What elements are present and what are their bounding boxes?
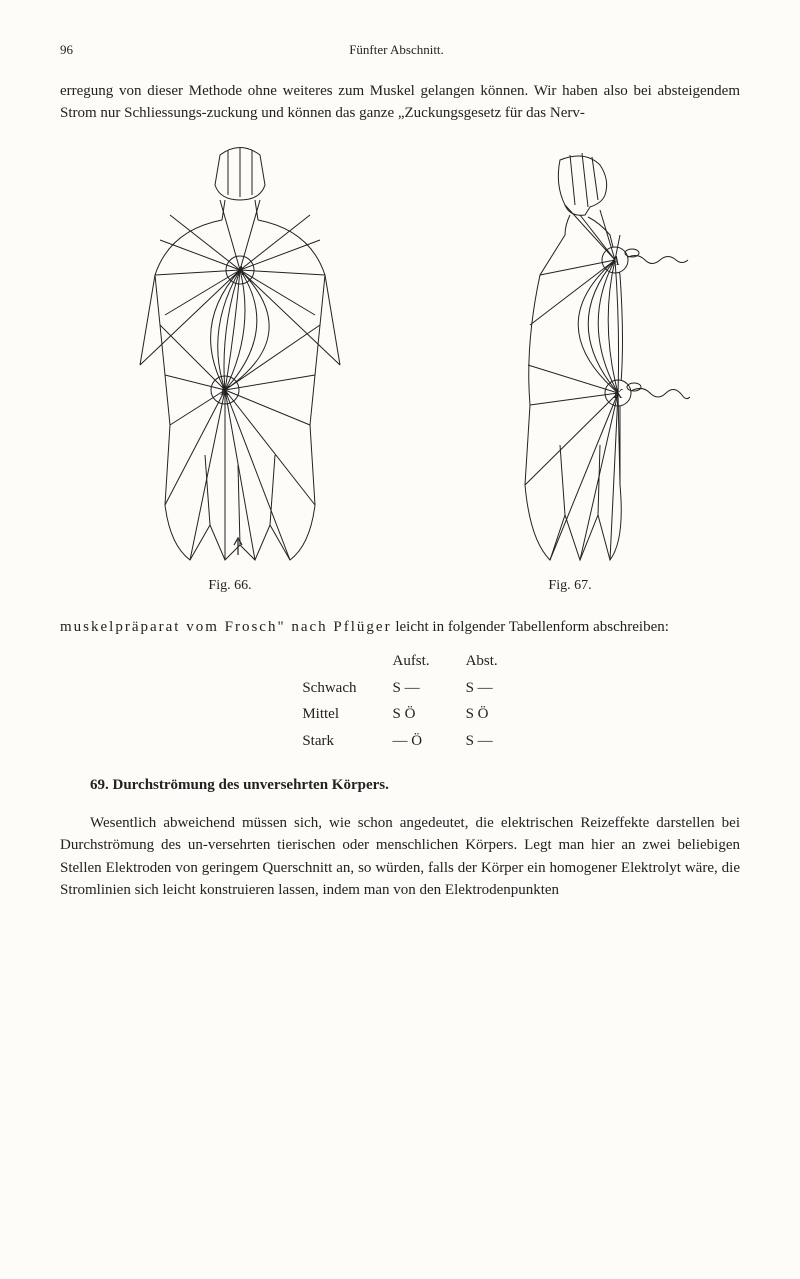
paragraph-1: erregung von dieser Methode ohne weitere…: [60, 80, 740, 125]
figure-captions: Fig. 66. Fig. 67.: [60, 575, 740, 596]
th-abst: Abst.: [448, 648, 516, 675]
paragraph-3: Wesentlich abweichend müssen sich, wie s…: [60, 812, 740, 902]
section-heading: 69. Durchströmung des unversehrten Körpe…: [60, 774, 740, 797]
fig67-caption: Fig. 67.: [548, 575, 591, 596]
page-number: 96: [60, 40, 73, 60]
table-row: Schwach S — S —: [284, 675, 515, 702]
th-blank: [284, 648, 374, 675]
th-aufst: Aufst.: [374, 648, 447, 675]
table-row: Mittel S Ö S Ö: [284, 701, 515, 728]
page-header: 96 Fünfter Abschnitt.: [60, 40, 740, 60]
label-a-2: A: [610, 254, 620, 269]
figure-66: A K: [110, 145, 370, 565]
figures-row: A K: [60, 145, 740, 565]
label-a: A: [235, 264, 245, 279]
figure-67: A K: [470, 145, 690, 565]
paragraph-2: muskelpräparat vom Frosch" nach Pflüger …: [60, 616, 740, 639]
running-head: Fünfter Abschnitt.: [349, 40, 444, 60]
label-k-2: K: [612, 387, 623, 402]
table-row: Stark — Ö S —: [284, 728, 515, 755]
fig66-caption: Fig. 66.: [208, 575, 251, 596]
zuckung-table: Aufst. Abst. Schwach S — S — Mittel S Ö …: [284, 648, 515, 754]
label-k: K: [219, 384, 230, 399]
